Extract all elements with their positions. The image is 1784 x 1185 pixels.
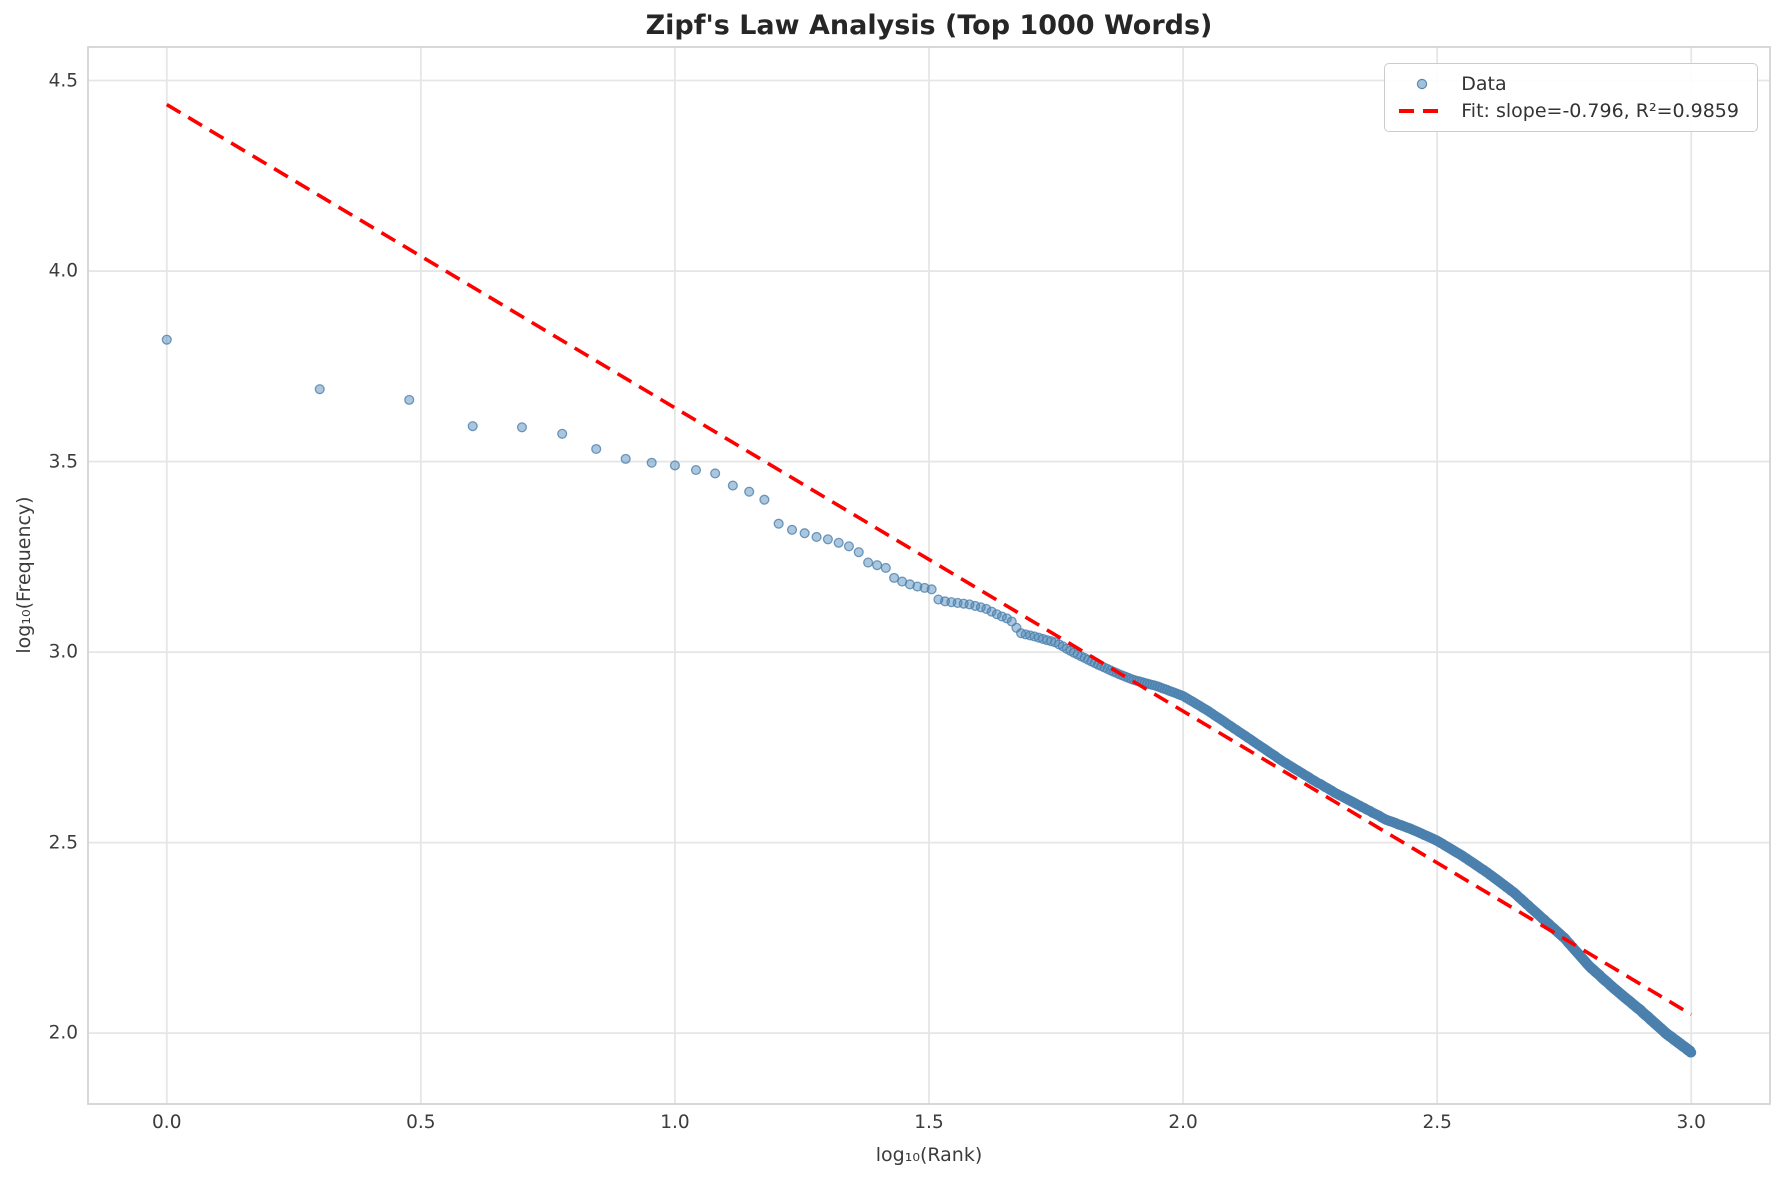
data-point [727,480,738,491]
data-point [744,486,755,497]
data-point [822,534,833,545]
data-point [843,541,854,552]
data-point [986,606,997,617]
x-tick-label: 2.0 [1168,1112,1198,1133]
data-point [904,579,915,590]
y-axis-label: log₁₀(Frequency) [13,496,35,654]
data-point [620,453,631,464]
data-point [889,572,900,583]
data-point [853,547,864,558]
data-point [404,394,415,405]
data-point [516,422,527,433]
data-point [646,457,657,468]
x-axis-label: log₁₀(Rank) [875,1144,983,1166]
data-point [1686,1047,1697,1058]
data-point [833,537,844,548]
data-point [759,494,770,505]
data-point [690,464,702,476]
x-tick-label: 0.5 [406,1112,436,1133]
chart-title: Zipf's Law Analysis (Top 1000 Words) [645,10,1213,41]
y-tick-label: 2.5 [48,832,78,854]
legend-data-label: Data [1461,73,1507,95]
y-tick-label: 4.0 [48,260,78,282]
x-tick-label: 2.5 [1422,1112,1452,1133]
data-point [912,581,923,592]
data-point [467,421,478,432]
x-tick-label: 1.0 [660,1112,690,1133]
data-point [710,468,721,479]
data-point [161,334,172,345]
legend-item-fit: Fit: slope=-0.796, R²=0.9859 [1399,100,1739,122]
data-point [872,560,883,571]
data-points [161,334,1697,1058]
data-point [863,557,874,568]
y-tick-label: 4.5 [48,70,78,92]
x-tick-label: 1.5 [914,1112,944,1133]
y-tick-label: 2.0 [48,1022,78,1044]
fit-line [165,102,1693,1017]
data-marker-icon [1399,77,1445,91]
data-point [669,460,680,471]
data-point [926,584,937,595]
fit-line-icon [1399,104,1446,118]
data-point [964,599,975,610]
data-point [799,528,810,539]
data-point [557,428,568,439]
legend: Data Fit: slope=-0.796, R²=0.9859 [1384,63,1758,132]
data-point [811,531,822,543]
data-point [981,603,992,614]
data-point [591,443,602,455]
data-point [314,384,325,395]
y-tick-label: 3.5 [48,451,78,473]
data-point [773,518,784,529]
x-tick-label: 3.0 [1676,1112,1706,1133]
legend-item-data: Data [1399,73,1739,95]
data-point [880,562,891,573]
y-tick-label: 3.0 [48,641,78,663]
data-point [786,524,798,535]
plot-border [87,46,1771,1105]
x-tick-label: 0.0 [152,1112,182,1133]
data-point [991,609,1002,620]
legend-fit-label: Fit: slope=-0.796, R²=0.9859 [1461,100,1739,122]
